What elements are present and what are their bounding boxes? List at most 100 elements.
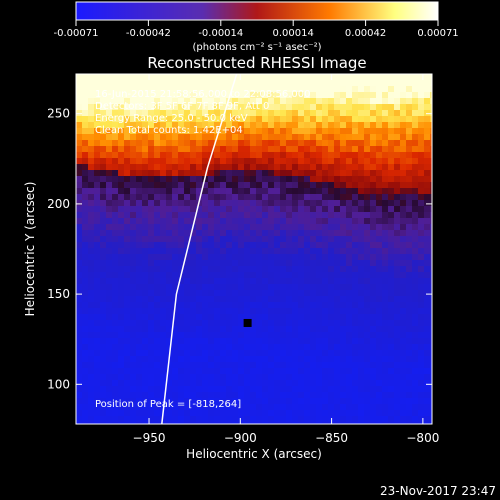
heatmap-cell: [196, 404, 202, 410]
heatmap-cell: [424, 170, 430, 176]
heatmap-cell: [262, 224, 268, 230]
heatmap-cell: [106, 284, 112, 290]
heatmap-cell: [382, 146, 388, 152]
heatmap-cell: [358, 170, 364, 176]
heatmap-cell: [382, 128, 388, 134]
heatmap-cell: [418, 350, 424, 356]
heatmap-cell: [340, 416, 346, 422]
heatmap-cell: [286, 338, 292, 344]
heatmap-cell: [250, 152, 256, 158]
heatmap-cell: [118, 278, 124, 284]
heatmap-cell: [424, 254, 430, 260]
heatmap-cell: [304, 260, 310, 266]
heatmap-cell: [148, 176, 154, 182]
heatmap-cell: [106, 410, 112, 416]
heatmap-cell: [430, 236, 432, 242]
heatmap-cell: [304, 386, 310, 392]
heatmap-cell: [268, 242, 274, 248]
heatmap-cell: [322, 224, 328, 230]
heatmap-cell: [136, 164, 142, 170]
heatmap-cell: [262, 296, 268, 302]
heatmap-cell: [268, 302, 274, 308]
heatmap-cell: [292, 188, 298, 194]
heatmap-cell: [238, 206, 244, 212]
heatmap-cell: [274, 374, 280, 380]
heatmap-cell: [100, 278, 106, 284]
heatmap-cell: [166, 242, 172, 248]
heatmap-cell: [286, 116, 292, 122]
heatmap-cell: [232, 176, 238, 182]
heatmap-cell: [196, 266, 202, 272]
heatmap-cell: [256, 362, 262, 368]
heatmap-cell: [136, 110, 142, 116]
heatmap-cell: [274, 320, 280, 326]
heatmap-cell: [256, 212, 262, 218]
heatmap-cell: [304, 98, 310, 104]
heatmap-cell: [202, 302, 208, 308]
heatmap-cell: [106, 362, 112, 368]
heatmap-cell: [142, 320, 148, 326]
heatmap-cell: [208, 290, 214, 296]
heatmap-cell: [346, 200, 352, 206]
heatmap-cell: [280, 284, 286, 290]
heatmap-cell: [214, 266, 220, 272]
heatmap-cell: [352, 80, 358, 86]
heatmap-cell: [334, 212, 340, 218]
heatmap-cell: [250, 194, 256, 200]
heatmap-cell: [118, 422, 124, 424]
heatmap-cell: [394, 218, 400, 224]
heatmap-cell: [298, 368, 304, 374]
heatmap-cell: [412, 368, 418, 374]
heatmap-cell: [430, 122, 432, 128]
heatmap-cell: [316, 86, 322, 92]
heatmap-cell: [214, 170, 220, 176]
heatmap-cell: [430, 350, 432, 356]
heatmap-cell: [406, 284, 412, 290]
heatmap-cell: [106, 380, 112, 386]
heatmap-cell: [148, 296, 154, 302]
heatmap-cell: [394, 368, 400, 374]
heatmap-cell: [352, 404, 358, 410]
heatmap-cell: [298, 86, 304, 92]
heatmap-cell: [160, 296, 166, 302]
heatmap-cell: [82, 332, 88, 338]
heatmap-cell: [304, 290, 310, 296]
heatmap-cell: [328, 212, 334, 218]
heatmap-cell: [112, 248, 118, 254]
heatmap-cell: [250, 278, 256, 284]
heatmap-cell: [304, 356, 310, 362]
heatmap-cell: [268, 170, 274, 176]
heatmap-cell: [100, 416, 106, 422]
heatmap-cell: [82, 374, 88, 380]
heatmap-cell: [154, 374, 160, 380]
heatmap-cell: [262, 92, 268, 98]
heatmap-cell: [184, 308, 190, 314]
heatmap-cell: [208, 296, 214, 302]
heatmap-cell: [160, 368, 166, 374]
heatmap-cell: [166, 86, 172, 92]
heatmap-cell: [334, 104, 340, 110]
heatmap-cell: [370, 398, 376, 404]
heatmap-cell: [94, 308, 100, 314]
heatmap-cell: [166, 212, 172, 218]
heatmap-cell: [328, 338, 334, 344]
heatmap-cell: [208, 158, 214, 164]
heatmap-cell: [316, 290, 322, 296]
heatmap-cell: [376, 104, 382, 110]
heatmap-cell: [352, 134, 358, 140]
heatmap-cell: [388, 236, 394, 242]
heatmap-cell: [340, 164, 346, 170]
heatmap-cell: [148, 164, 154, 170]
heatmap-cell: [88, 104, 94, 110]
heatmap-cell: [130, 314, 136, 320]
heatmap-cell: [262, 308, 268, 314]
heatmap-cell: [112, 296, 118, 302]
heatmap-cell: [82, 194, 88, 200]
heatmap-cell: [328, 218, 334, 224]
heatmap-cell: [136, 344, 142, 350]
heatmap-cell: [406, 146, 412, 152]
heatmap-cell: [82, 404, 88, 410]
heatmap-cell: [154, 218, 160, 224]
heatmap-cell: [268, 422, 274, 424]
heatmap-cell: [184, 236, 190, 242]
